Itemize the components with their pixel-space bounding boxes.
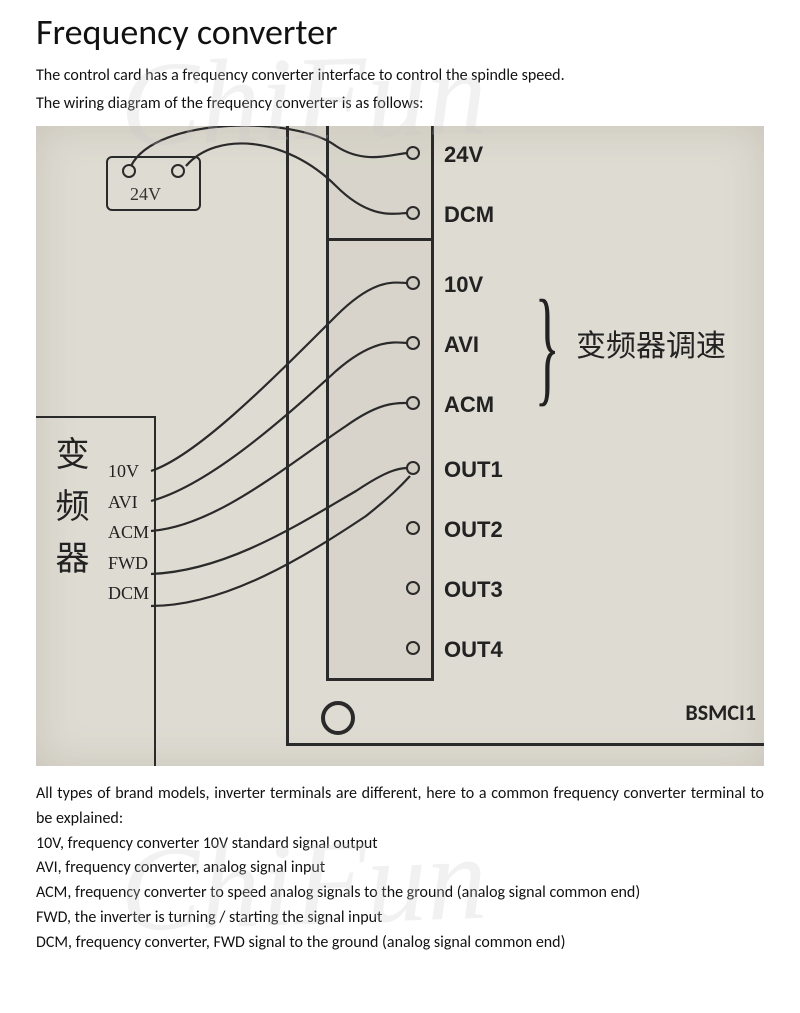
terminal-label-dcm: DCM xyxy=(444,202,494,228)
terminal-pin-dcm xyxy=(406,206,420,220)
terminal-pin-acm xyxy=(406,396,420,410)
inverter-terminal-10v: 10V xyxy=(108,456,149,487)
curly-brace-icon: } xyxy=(535,271,560,421)
battery-terminal-neg xyxy=(122,164,136,178)
terminal-pin-out3 xyxy=(406,581,420,595)
terminal-pin-out1 xyxy=(406,461,420,475)
terminal-pin-10v xyxy=(406,276,420,290)
intro-line-2: The wiring diagram of the frequency conv… xyxy=(36,92,764,116)
speed-control-cn-annot: 变频器调速 xyxy=(576,321,726,365)
terminal-label-24v: 24V xyxy=(444,142,483,168)
terminal-pin-24v xyxy=(406,146,420,160)
terminal-label-out2: OUT2 xyxy=(444,517,503,543)
terminal-label-10v: 10V xyxy=(444,272,483,298)
terminal-block-top xyxy=(326,126,434,241)
terminal-pin-out2 xyxy=(406,521,420,535)
mount-hole-icon xyxy=(321,701,355,735)
terminal-label-out3: OUT3 xyxy=(444,577,503,603)
terminal-label-acm: ACM xyxy=(444,392,494,418)
explain-line-1: AVI, frequency converter, analog signal … xyxy=(36,856,764,881)
terminal-block-bottom xyxy=(326,241,434,681)
inverter-terminal-fwd: FWD xyxy=(108,548,149,579)
wiring-diagram: 24VDCM10VAVIACMOUT1OUT2OUT3OUT4 BSMCI1 2… xyxy=(36,126,764,766)
intro-block: The control card has a frequency convert… xyxy=(36,64,764,116)
inverter-terminal-dcm: DCM xyxy=(108,578,149,609)
terminal-label-out4: OUT4 xyxy=(444,637,503,663)
battery-label: 24V xyxy=(130,184,161,205)
inverter-terminal-acm: ACM xyxy=(108,517,149,548)
intro-line-1: The control card has a frequency convert… xyxy=(36,64,764,88)
board-model-label: BSMCI1 xyxy=(685,699,756,726)
battery-box: 24V xyxy=(106,156,201,211)
explain-line-0: 10V, frequency converter 10V standard si… xyxy=(36,832,764,857)
explain-line-4: DCM, frequency converter, FWD signal to … xyxy=(36,931,764,956)
terminal-pin-out4 xyxy=(406,641,420,655)
terminal-pin-avi xyxy=(406,336,420,350)
terminal-label-avi: AVI xyxy=(444,332,479,358)
battery-terminal-pos xyxy=(171,164,185,178)
explanation-block: All types of brand models, inverter term… xyxy=(0,766,800,956)
explain-line-2: ACM, frequency converter to speed analog… xyxy=(36,881,764,906)
explain-lead: All types of brand models, inverter term… xyxy=(36,782,764,832)
terminal-label-out1: OUT1 xyxy=(444,457,503,483)
explain-line-3: FWD, the inverter is turning / starting … xyxy=(36,906,764,931)
inverter-terminal-avi: AVI xyxy=(108,487,149,518)
inverter-cn-label: 变频器 xyxy=(44,436,93,592)
page-title: Frequency converter xyxy=(36,10,764,54)
inverter-terminals: 10VAVIACMFWDDCM xyxy=(108,456,149,609)
